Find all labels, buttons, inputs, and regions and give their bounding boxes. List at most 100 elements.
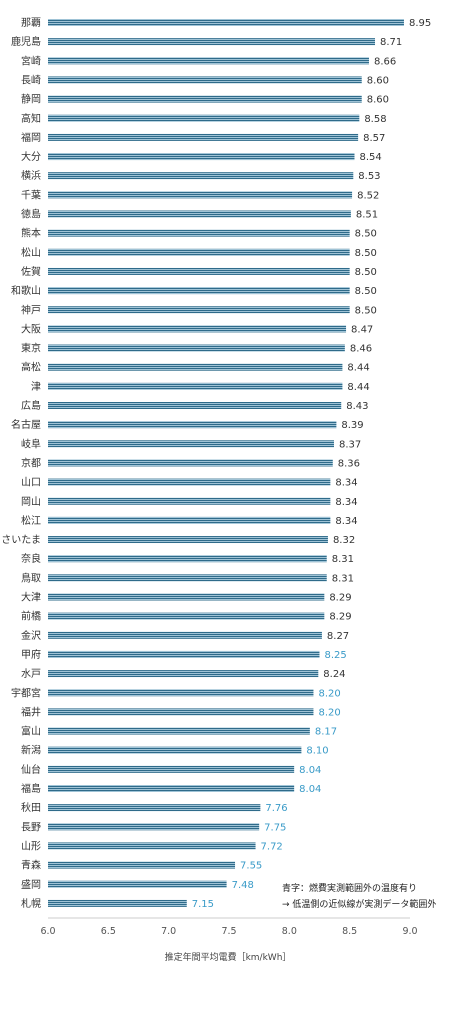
- value-label-34: 8.24: [323, 669, 345, 680]
- category-labels: 那覇鹿児島宮崎長崎静岡高知福岡大分横浜千葉徳島熊本松山佐賀和歌山神戸大阪東京高松…: [1, 17, 41, 910]
- bar-34: [48, 670, 319, 678]
- bar-4: [48, 95, 362, 103]
- x-tick-label-0: 6.0: [40, 926, 55, 937]
- bar-36: [48, 708, 314, 716]
- category-label-24: 山口: [21, 477, 41, 489]
- value-label-6: 8.57: [363, 133, 385, 144]
- bar-21: [48, 421, 337, 429]
- value-label-24: 8.34: [335, 478, 357, 489]
- category-label-28: 奈良: [21, 552, 41, 565]
- bar-28: [48, 555, 327, 563]
- annotation-line-1: 青字：燃費実測範囲外の温度有り: [282, 882, 417, 894]
- category-label-34: 水戸: [21, 668, 41, 680]
- bar-0: [48, 19, 404, 26]
- bar-22: [48, 440, 334, 448]
- value-label-39: 8.04: [299, 765, 321, 776]
- category-label-16: 大阪: [21, 322, 41, 335]
- value-label-5: 8.58: [364, 114, 386, 125]
- bar-1: [48, 38, 376, 46]
- bars-group: [48, 19, 404, 907]
- value-label-41: 7.76: [265, 803, 287, 814]
- bar-13: [48, 267, 350, 275]
- category-label-22: 岐阜: [21, 437, 41, 450]
- category-label-40: 福島: [21, 782, 41, 795]
- annotation-line-2: → 低温側の近似線が実測データ範囲外: [282, 898, 436, 910]
- value-label-0: 8.95: [409, 18, 431, 29]
- category-label-5: 高知: [21, 112, 41, 125]
- bar-18: [48, 363, 343, 371]
- category-label-41: 秋田: [21, 801, 41, 814]
- value-label-21: 8.39: [341, 420, 363, 431]
- value-label-46: 7.15: [192, 899, 214, 910]
- category-label-18: 高松: [21, 361, 41, 374]
- bar-6: [48, 133, 359, 141]
- value-label-1: 8.71: [380, 37, 402, 48]
- bar-30: [48, 593, 325, 601]
- category-label-23: 京都: [21, 456, 41, 469]
- category-label-43: 山形: [21, 840, 41, 852]
- category-label-31: 前橋: [21, 610, 41, 623]
- category-label-3: 長崎: [21, 73, 41, 86]
- category-label-20: 広島: [21, 399, 41, 412]
- category-label-9: 千葉: [21, 188, 41, 201]
- bar-33: [48, 650, 320, 658]
- value-label-16: 8.47: [351, 324, 373, 335]
- bar-41: [48, 804, 261, 812]
- category-label-21: 名古屋: [11, 418, 41, 431]
- x-axis-title: 推定年間平均電費［km/kWh］: [165, 951, 292, 963]
- category-label-10: 徳島: [21, 208, 41, 221]
- category-label-13: 佐賀: [21, 266, 41, 278]
- value-label-19: 8.44: [347, 382, 369, 393]
- value-label-28: 8.31: [332, 554, 354, 565]
- bar-45: [48, 880, 227, 888]
- category-label-26: 松江: [21, 514, 41, 527]
- value-label-29: 8.31: [332, 573, 354, 584]
- category-label-30: 大津: [21, 591, 41, 604]
- x-tick-label-6: 9.0: [402, 926, 417, 937]
- category-label-42: 長野: [21, 821, 41, 833]
- value-label-7: 8.54: [359, 152, 381, 163]
- value-label-30: 8.29: [329, 593, 351, 604]
- bar-44: [48, 861, 236, 869]
- value-label-45: 7.48: [232, 880, 254, 891]
- bar-40: [48, 785, 295, 792]
- bar-9: [48, 191, 353, 199]
- value-label-18: 8.44: [347, 363, 369, 374]
- value-label-8: 8.53: [358, 171, 380, 182]
- value-label-9: 8.52: [357, 190, 379, 201]
- x-tick-label-3: 7.5: [221, 926, 236, 937]
- value-label-15: 8.50: [355, 305, 377, 316]
- x-tick-label-1: 6.5: [101, 926, 116, 937]
- category-label-7: 大分: [21, 150, 41, 163]
- category-label-39: 仙台: [21, 763, 41, 776]
- category-label-45: 盛岡: [21, 878, 41, 891]
- bar-16: [48, 325, 347, 333]
- bar-37: [48, 727, 310, 735]
- bar-11: [48, 229, 350, 237]
- value-labels: 8.95 8.71 8.66 8.60 8.60 8.58 8.57 8.54 8.53 8.52…: [192, 18, 431, 910]
- category-label-44: 青森: [21, 859, 41, 872]
- category-label-25: 岡山: [21, 496, 41, 508]
- bar-7: [48, 153, 355, 161]
- bar-24: [48, 478, 331, 486]
- category-label-27: さいたま: [1, 534, 41, 546]
- value-label-26: 8.34: [335, 516, 357, 527]
- category-label-33: 甲府: [21, 648, 41, 661]
- value-label-17: 8.46: [350, 344, 372, 355]
- bar-35: [48, 689, 314, 697]
- category-label-1: 鹿児島: [11, 35, 41, 48]
- value-label-2: 8.66: [374, 56, 396, 67]
- value-label-10: 8.51: [356, 210, 378, 221]
- x-tick-label-4: 8.0: [282, 926, 297, 937]
- value-label-32: 8.27: [327, 631, 349, 642]
- bar-31: [48, 612, 325, 620]
- bar-26: [48, 516, 331, 524]
- bar-5: [48, 114, 360, 122]
- value-label-12: 8.50: [355, 248, 377, 259]
- bar-17: [48, 344, 345, 352]
- category-label-4: 静岡: [21, 93, 41, 106]
- category-label-19: 津: [31, 381, 41, 393]
- bar-20: [48, 402, 342, 409]
- value-label-13: 8.50: [355, 267, 377, 278]
